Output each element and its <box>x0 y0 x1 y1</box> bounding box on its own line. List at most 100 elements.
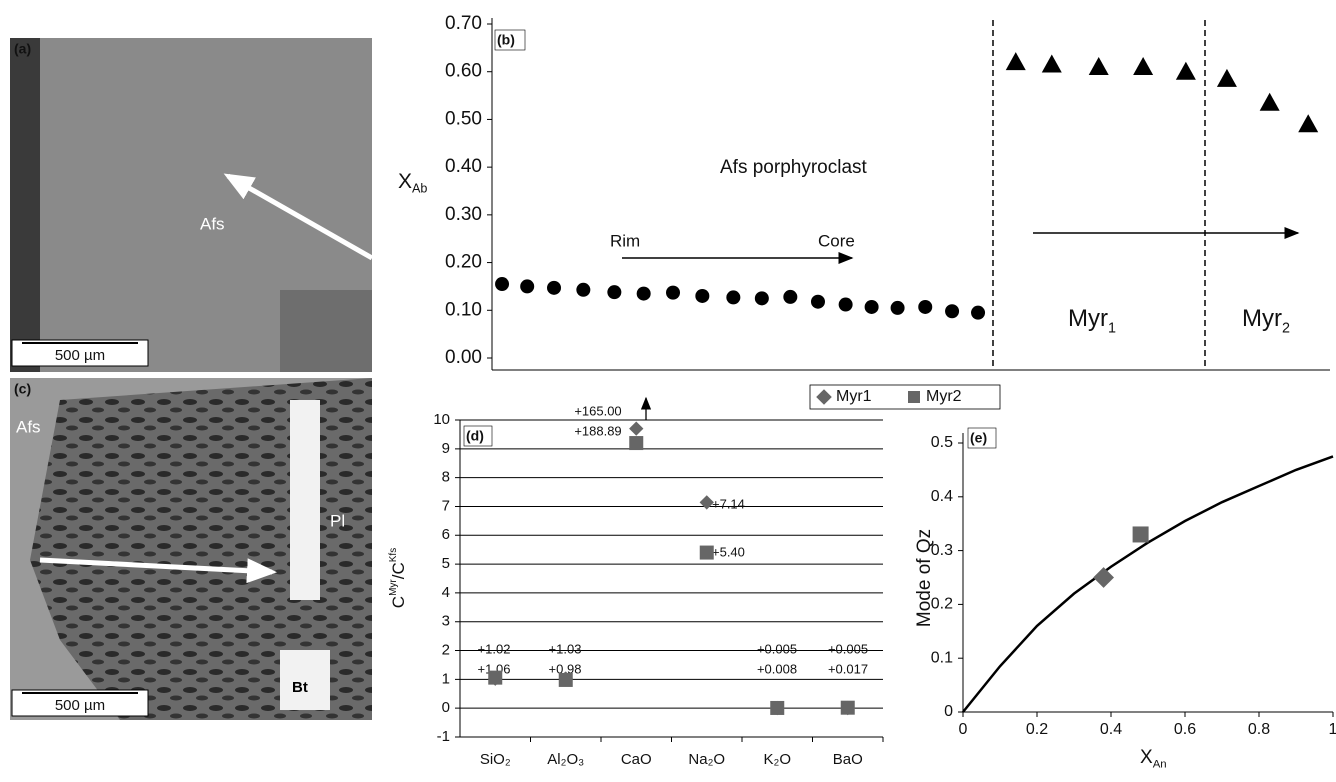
curve <box>962 455 1334 713</box>
point <box>1133 56 1154 75</box>
point <box>908 391 920 403</box>
zone-label-main: Myr <box>1068 305 1108 332</box>
y-axis-label: CMyr/CKfs <box>388 548 409 608</box>
legend-label: Myr1 <box>836 388 872 405</box>
y-tick-label: 0.70 <box>445 13 482 34</box>
point <box>864 299 879 314</box>
annotation: Core <box>818 231 855 250</box>
y-tick-label: 4 <box>442 584 450 601</box>
point <box>816 389 832 405</box>
point <box>971 305 986 320</box>
point <box>1175 61 1196 80</box>
x-tick-label: K₂O <box>764 751 792 768</box>
point <box>1041 54 1062 73</box>
y-tick-label: 0.3 <box>931 542 953 559</box>
x-axis-label: XAn <box>1140 747 1167 771</box>
scale-text: 500 µm <box>55 697 105 714</box>
point <box>629 421 644 436</box>
scale-box <box>11 689 149 717</box>
panel-label: (c) <box>14 381 31 397</box>
point <box>636 286 651 301</box>
point <box>890 300 905 315</box>
annotation: +0.008 <box>757 661 797 676</box>
y-tick-label: 0 <box>944 703 953 720</box>
y-tick-label: -1 <box>437 728 450 745</box>
x-tick-label: 0.2 <box>1026 721 1048 738</box>
point <box>699 545 714 560</box>
point <box>495 277 510 292</box>
point <box>488 671 503 686</box>
point <box>770 700 785 716</box>
annotation: +0.98 <box>549 661 582 676</box>
y-axis-label-part: C <box>389 596 408 608</box>
annotation: +1.03 <box>549 641 582 656</box>
panel-label: (d) <box>466 428 484 444</box>
y-tick-label: 0.30 <box>445 204 482 225</box>
image-text: Bt <box>292 679 308 696</box>
image-a-edge <box>10 38 40 372</box>
point <box>1005 52 1026 71</box>
point <box>576 282 591 297</box>
annotation: +5.40 <box>712 544 745 559</box>
point <box>754 291 769 306</box>
y-axis-label-part: /C <box>389 562 408 579</box>
point <box>1259 92 1280 111</box>
legend-label: Myr2 <box>926 388 962 405</box>
y-tick-label: 10 <box>433 411 450 428</box>
scale-text: 500 µm <box>55 347 105 364</box>
image-text: Afs <box>16 417 41 436</box>
y-axis-label-part: Myr <box>388 579 399 596</box>
x-tick-label: 0.8 <box>1248 721 1270 738</box>
annotation: +7.14 <box>712 496 745 511</box>
y-axis-label-main: X <box>398 170 412 193</box>
point <box>918 299 933 314</box>
zone-label: Myr1 <box>1068 305 1116 336</box>
point <box>810 294 825 309</box>
image-a-grain <box>280 290 372 372</box>
scale-box <box>11 339 149 367</box>
y-tick-label: 9 <box>442 440 450 457</box>
x-tick-label: BaO <box>833 751 863 768</box>
image-c-pl <box>290 400 320 600</box>
point <box>629 436 644 451</box>
image-arrow <box>223 173 374 261</box>
y-tick-label: 0.40 <box>445 156 482 177</box>
y-tick-label: 0.4 <box>931 488 953 505</box>
image-arrow <box>39 557 277 584</box>
y-tick-label: 0.1 <box>931 649 953 666</box>
zone-label-main: Myr <box>1242 305 1282 332</box>
y-tick-label: 5 <box>442 555 450 572</box>
panel-label: (e) <box>970 430 987 446</box>
panel-label: (a) <box>14 41 31 57</box>
zone-label-sub: 2 <box>1282 320 1290 336</box>
y-axis-label-sub: Ab <box>412 182 427 196</box>
point <box>520 279 535 294</box>
annotation: +0.005 <box>828 641 868 656</box>
y-tick-label: 0.2 <box>931 596 953 613</box>
x-axis-label-main: X <box>1140 747 1153 768</box>
point <box>1088 56 1109 75</box>
y-tick-label: 0.10 <box>445 299 482 320</box>
x-tick-label: 0.4 <box>1100 721 1122 738</box>
y-axis-label-part: Kfs <box>388 548 399 562</box>
y-axis-label: XAb <box>398 170 427 196</box>
y-axis-label: Mode of Qz <box>914 529 935 627</box>
point <box>547 280 562 295</box>
point <box>607 285 622 300</box>
x-tick-label: SiO₂ <box>480 751 511 768</box>
label-box <box>967 427 997 449</box>
point <box>558 671 573 686</box>
x-axis-label-sub: An <box>1153 759 1167 771</box>
point <box>699 495 714 510</box>
point <box>695 288 710 303</box>
image-text: Afs <box>200 214 225 233</box>
annotation: Afs porphyroclast <box>720 157 868 178</box>
x-tick-label: 0.6 <box>1174 721 1196 738</box>
zone-label-sub: 1 <box>1108 320 1116 336</box>
y-tick-label: 6 <box>442 526 450 543</box>
point <box>726 290 741 305</box>
annotation: Rim <box>610 231 640 250</box>
point <box>1093 567 1114 588</box>
label-box <box>494 29 526 51</box>
annotation: +0.005 <box>757 641 797 656</box>
